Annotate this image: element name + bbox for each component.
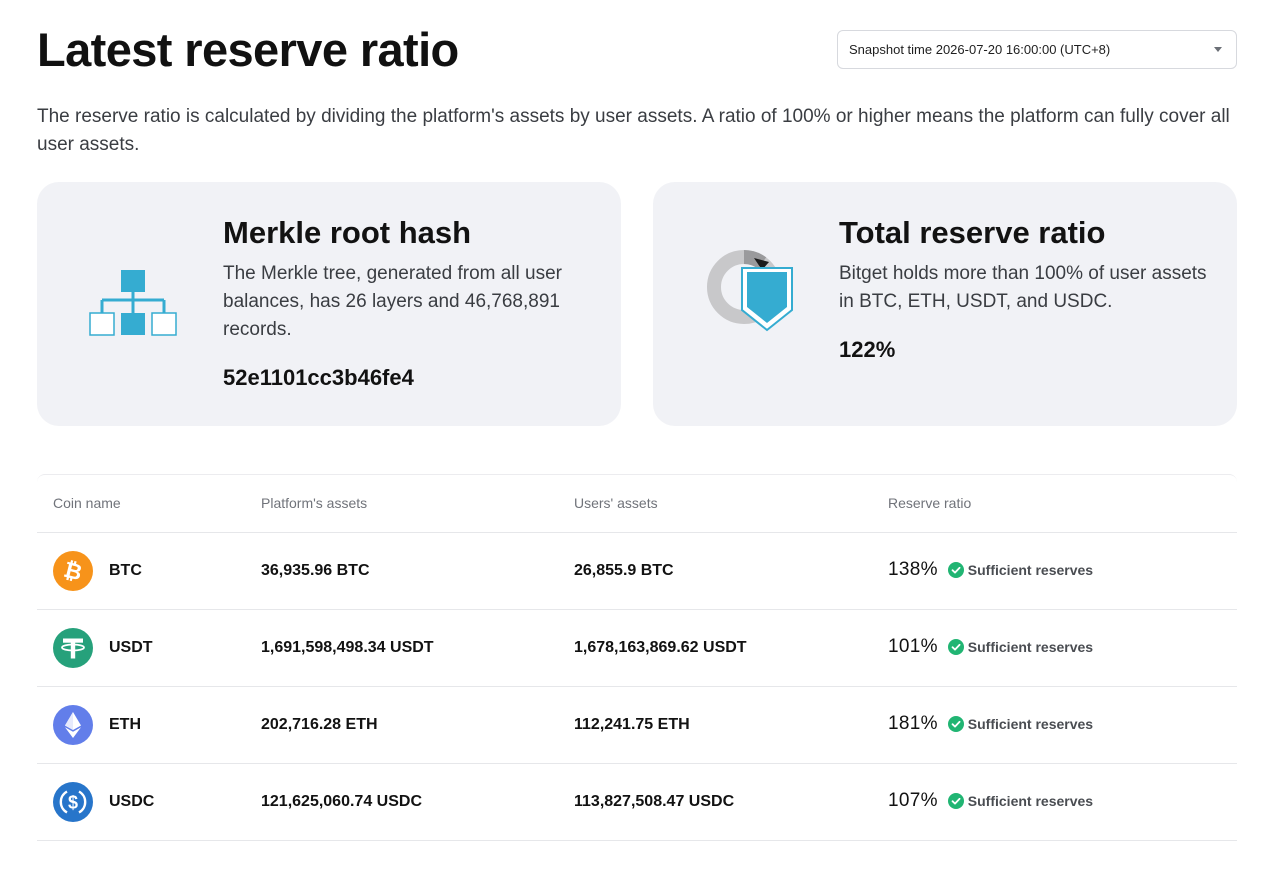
merkle-tree-icon [87, 267, 179, 342]
users-assets: 1,678,163,869.62 USDT [574, 639, 747, 656]
users-assets: 26,855.9 BTC [574, 562, 674, 579]
coin-name: USDT [109, 639, 153, 656]
merkle-root-hash-value: 52e1101cc3b46fe4 [223, 365, 414, 390]
merkle-root-card: Merkle root hash The Merkle tree, genera… [37, 182, 621, 426]
svg-text:₿: ₿ [61, 557, 84, 586]
column-header-users-assets: Users' assets [574, 495, 658, 511]
snapshot-time-select[interactable]: Snapshot time 2026-07-20 16:00:00 (UTC+8… [837, 30, 1237, 69]
reserve-ratio-value: 107% [888, 790, 938, 811]
coin-name: BTC [109, 562, 142, 579]
reserve-ratio-cell: 181% Sufficient reserves [888, 713, 1093, 735]
usdc-icon: $ [53, 782, 93, 822]
users-assets: 113,827,508.47 USDC [574, 793, 735, 810]
table-header: Coin name Platform's assets Users' asset… [37, 475, 1237, 533]
usdt-icon [53, 628, 93, 668]
table-row: ETH 202,716.28 ETH 112,241.75 ETH 181% S… [37, 687, 1237, 764]
column-header-reserve-ratio: Reserve ratio [888, 495, 972, 511]
table-row: ₿ BTC 36,935.96 BTC 26,855.9 BTC 138% Su… [37, 533, 1237, 610]
status-text: Sufficient reserves [967, 716, 1094, 732]
check-circle-icon [947, 639, 964, 655]
check-circle-icon [947, 716, 964, 732]
reserve-ratio-value: 138% [888, 559, 938, 580]
reserve-card-title: Total reserve ratio [839, 215, 1106, 250]
check-circle-icon [947, 562, 964, 578]
platform-assets: 1,691,598,498.34 USDT [261, 639, 434, 656]
reserve-ratio-cell: 138% Sufficient reserves [888, 559, 1093, 581]
reserve-ratio-cell: 101% Sufficient reserves [888, 636, 1093, 658]
table-row: USDT 1,691,598,498.34 USDT 1,678,163,869… [37, 610, 1237, 687]
status-text: Sufficient reserves [967, 639, 1094, 655]
page-title: Latest reserve ratio [37, 23, 459, 76]
check-circle-icon [947, 793, 964, 809]
status-text: Sufficient reserves [967, 562, 1094, 578]
merkle-card-title: Merkle root hash [223, 215, 472, 250]
platform-assets: 121,625,060.74 USDC [261, 793, 422, 810]
reserve-ratio-value: 101% [888, 636, 938, 657]
column-header-coin: Coin name [53, 495, 121, 511]
platform-assets: 202,716.28 ETH [261, 716, 378, 733]
platform-assets: 36,935.96 BTC [261, 562, 370, 579]
reserve-table: Coin name Platform's assets Users' asset… [37, 474, 1237, 841]
reserve-card-description: Bitget holds more than 100% of user asse… [839, 263, 1207, 312]
merkle-card-description: The Merkle tree, generated from all user… [223, 263, 562, 340]
eth-icon [53, 705, 93, 745]
caret-down-icon [1214, 47, 1222, 52]
column-header-platform-assets: Platform's assets [261, 495, 368, 511]
reserve-ratio-cell: 107% Sufficient reserves [888, 790, 1093, 812]
reserve-ratio-value: 181% [888, 713, 938, 734]
users-assets: 112,241.75 ETH [574, 716, 690, 733]
snapshot-time-label: Snapshot time 2026-07-20 16:00:00 (UTC+8… [849, 42, 1111, 57]
table-row: $ USDC 121,625,060.74 USDC 113,827,508.4… [37, 764, 1237, 841]
shield-donut-icon [707, 248, 797, 337]
total-reserve-card: Total reserve ratio Bitget holds more th… [653, 182, 1237, 426]
btc-icon: ₿ [53, 551, 93, 591]
svg-text:$: $ [68, 793, 78, 813]
status-text: Sufficient reserves [967, 793, 1094, 809]
coin-name: USDC [109, 793, 155, 810]
intro-text: The reserve ratio is calculated by divid… [37, 106, 1230, 155]
total-reserve-ratio-value: 122% [839, 337, 896, 362]
coin-name: ETH [109, 716, 141, 733]
